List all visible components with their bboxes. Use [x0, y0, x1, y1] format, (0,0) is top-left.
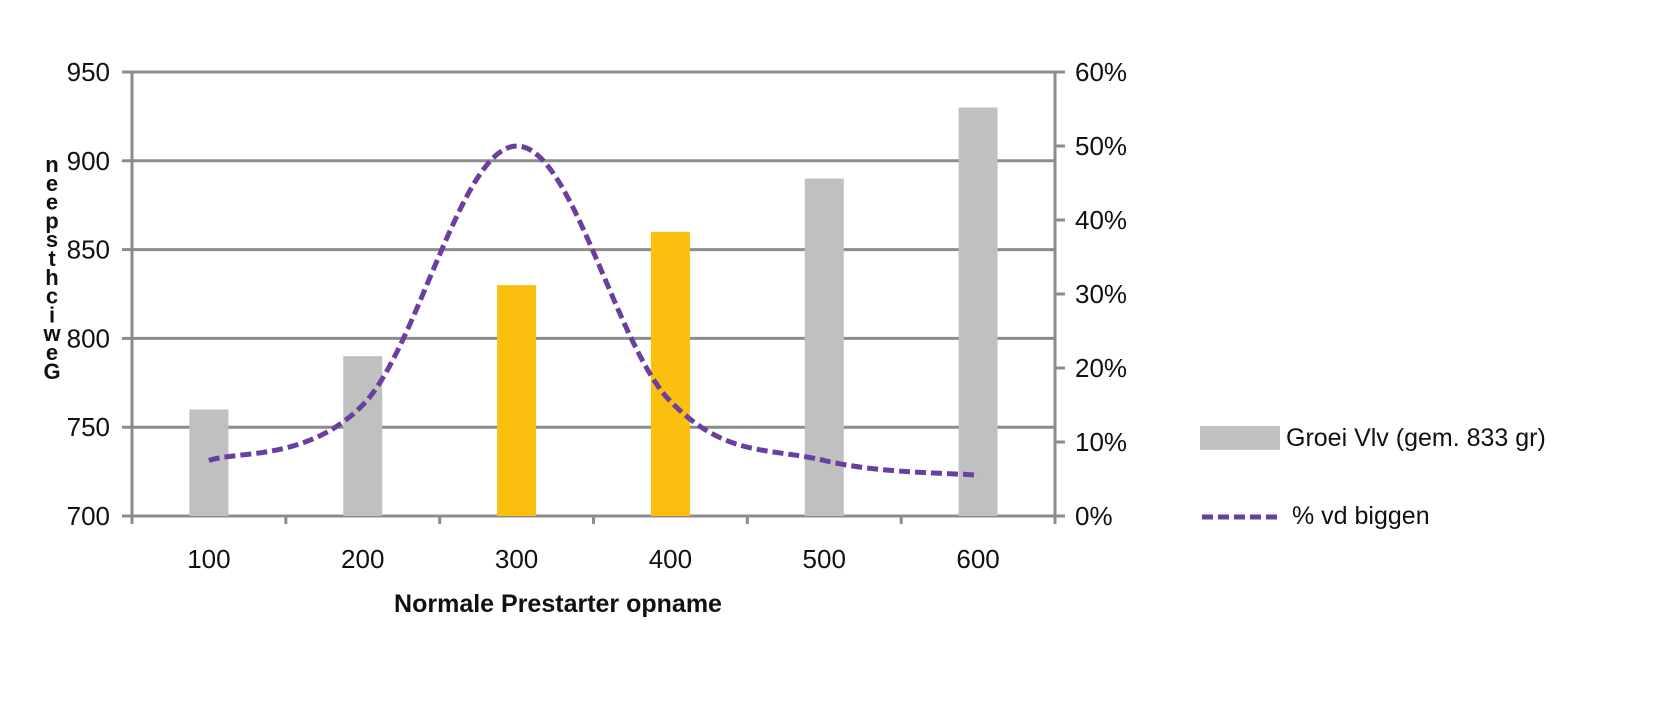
y-tick-label: 900 — [67, 146, 110, 176]
bar — [343, 356, 383, 516]
y2-tick-labels: 0% 10% 20% 30% 40% 50% 60% — [1075, 57, 1127, 531]
y-axis-title-char: h — [45, 265, 58, 290]
y-tick-label: 700 — [67, 501, 110, 531]
legend-label-bars: Groei Vlv (gem. 833 gr) — [1286, 424, 1546, 452]
y-axis-title-char: n — [45, 152, 58, 177]
legend: Groei Vlv (gem. 833 gr) % vd biggen — [1200, 424, 1546, 530]
y2-tick-label: 50% — [1075, 131, 1127, 161]
x-tick-labels: 100 200 300 400 500 600 — [187, 544, 1000, 574]
bar — [189, 409, 229, 516]
y2-tick-label: 0% — [1075, 501, 1113, 531]
x-tick-label: 500 — [803, 544, 846, 574]
y-axis-title-char: c — [46, 284, 58, 309]
y-axis-title-char: w — [42, 321, 61, 346]
y-tick-label: 950 — [67, 57, 110, 87]
y2-tick-label: 20% — [1075, 353, 1127, 383]
bar — [650, 231, 690, 516]
x-tick-label: 100 — [187, 544, 230, 574]
y2-tick-label: 40% — [1075, 205, 1127, 235]
bar — [497, 285, 537, 516]
y-axis-title-char: p — [45, 208, 58, 233]
legend-label-line: % vd biggen — [1292, 502, 1430, 530]
y2-tick-label: 30% — [1075, 279, 1127, 309]
y-tick-label: 850 — [67, 235, 110, 265]
y-axis-title-char: e — [46, 190, 58, 215]
y-axis-title-char: G — [43, 359, 60, 384]
y2-tick-label: 10% — [1075, 427, 1127, 457]
bar-series — [189, 107, 998, 517]
y-axis-title-char: i — [49, 302, 55, 327]
x-tick-label: 200 — [341, 544, 384, 574]
y-tick-label: 750 — [67, 412, 110, 442]
x-tick-label: 600 — [956, 544, 999, 574]
gridlines — [132, 70, 1055, 518]
y-axis-title-char: e — [46, 171, 58, 196]
line-series — [208, 143, 979, 478]
x-axis-title: Normale Prestarter opname — [394, 590, 722, 618]
x-tick-label: 300 — [495, 544, 538, 574]
y-axis-title-char: e — [46, 340, 58, 365]
axes — [122, 70, 1065, 524]
x-tick-label: 400 — [649, 544, 692, 574]
bar — [958, 107, 998, 517]
legend-swatch-bars — [1200, 426, 1280, 450]
y-axis-title-char: t — [48, 246, 56, 271]
y-tick-labels: 700 750 800 850 900 950 — [67, 57, 110, 531]
y-axis-title-char: s — [46, 227, 58, 252]
y2-tick-label: 60% — [1075, 57, 1127, 87]
y-tick-label: 800 — [67, 323, 110, 353]
